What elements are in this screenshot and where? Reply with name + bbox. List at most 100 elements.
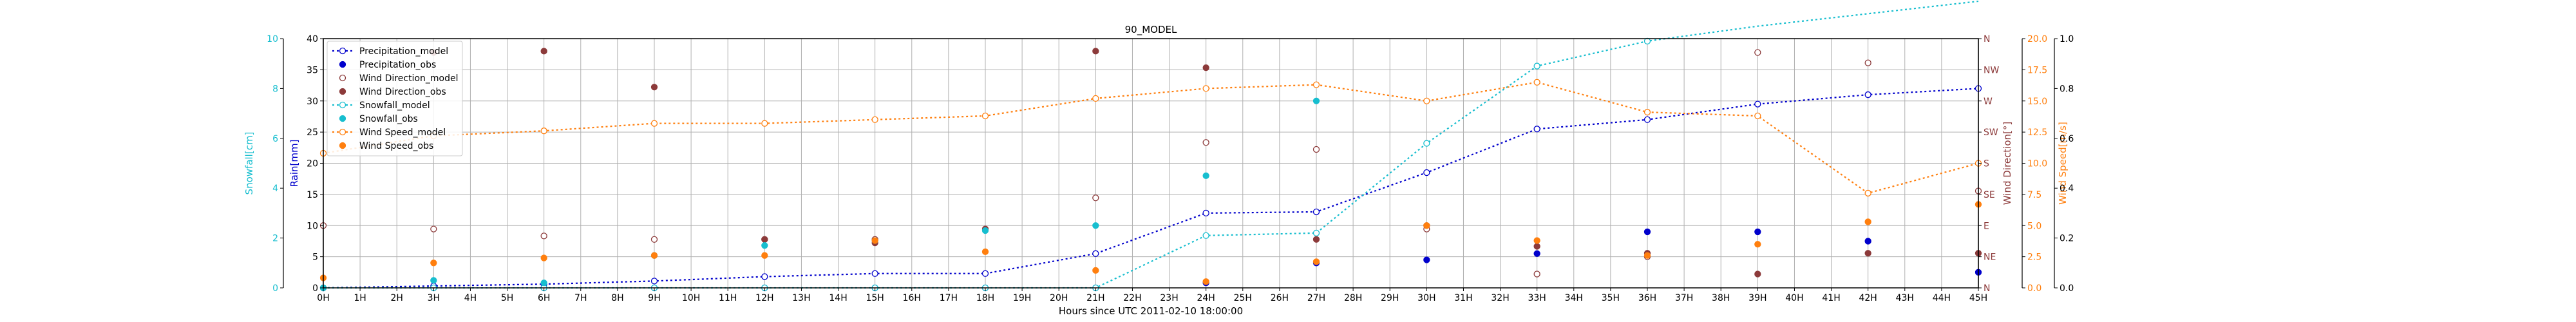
snow-tick-label: 8 <box>272 84 278 94</box>
wind-speed-obs-point <box>650 252 658 259</box>
precipitation-model-point <box>1202 209 1209 217</box>
rain-tick-label: 40 <box>307 34 318 44</box>
legend-marker <box>339 61 346 68</box>
direction-tick-label: NW <box>1984 65 1999 75</box>
legend-label: Precipitation_obs <box>359 60 436 70</box>
wind-speed-obs-point <box>1643 252 1651 259</box>
wind-direction-model-point <box>430 225 437 232</box>
wind-direction-obs-point <box>761 236 768 243</box>
precipitation-model-point <box>1533 126 1540 133</box>
snowfall-obs-point <box>540 279 547 287</box>
legend-item: Wind Direction_model <box>339 73 458 84</box>
wind-speed-obs-point <box>1864 218 1871 225</box>
x-tick-label: 2H <box>391 293 403 303</box>
wind-direction-model-point <box>1864 59 1871 66</box>
x-tick-label: 14H <box>829 293 847 303</box>
legend-item: Wind Speed_obs <box>339 141 433 151</box>
wind-speed-obs-point <box>1423 222 1430 229</box>
direction-tick-label: SW <box>1984 128 1998 138</box>
x-tick-label: 41H <box>1822 293 1840 303</box>
snow-tick-label: 0 <box>272 283 278 294</box>
legend-marker <box>339 115 346 122</box>
x-tick-label: 16H <box>903 293 921 303</box>
x-tick-label: 29H <box>1381 293 1399 303</box>
speed-tick-label: 15.0 <box>2027 97 2047 107</box>
wind-speed-obs-series <box>319 201 1982 285</box>
legend-box <box>327 41 463 156</box>
wind-speed-obs-point <box>761 252 768 259</box>
direction-tick-label: N <box>1984 34 1990 44</box>
wind-direction-model-point <box>1533 270 1540 278</box>
x-tick-label: 10H <box>682 293 700 303</box>
wind-direction-axis-label: Wind Direction[°] <box>2002 122 2013 205</box>
extra-tick-label: 1.0 <box>2060 34 2074 44</box>
legend-marker <box>339 88 346 95</box>
wind-speed-obs-point <box>871 237 878 244</box>
wind-direction-obs-point <box>1202 64 1209 71</box>
x-tick-label: 26H <box>1271 293 1289 303</box>
wind-speed-obs-point <box>1754 241 1761 248</box>
x-tick-label: 7H <box>574 293 587 303</box>
rain-tick-label: 25 <box>307 128 318 138</box>
legend-item: Precipitation_model <box>332 46 448 57</box>
speed-tick-label: 20.0 <box>2027 34 2047 44</box>
wind-speed-obs-point <box>1202 278 1209 285</box>
wind-direction-model-point <box>1312 146 1320 153</box>
speed-tick-label: 5.0 <box>2027 221 2041 231</box>
snowfall-axis-label: Snowfall[cm] <box>243 132 255 195</box>
wind-speed-model-point <box>1754 112 1761 120</box>
legend-marker <box>339 128 346 136</box>
snow-tick-label: 6 <box>272 134 278 144</box>
speed-tick-label: 7.5 <box>2027 190 2041 200</box>
wind-speed-model-point <box>981 112 989 120</box>
x-tick-label: 27H <box>1307 293 1325 303</box>
precipitation-model-point <box>1864 91 1871 99</box>
x-tick-label: 21H <box>1086 293 1104 303</box>
wind-direction-obs-point <box>650 84 658 91</box>
x-tick-label: 4H <box>464 293 477 303</box>
x-tick-label: 44H <box>1933 293 1951 303</box>
snow-tick-label: 2 <box>272 234 278 244</box>
extra-tick-label: 0.8 <box>2060 84 2074 94</box>
precipitation-obs-series <box>319 228 1982 292</box>
snowfall-model-point <box>1423 140 1430 147</box>
wind-direction-model-point <box>1754 49 1761 56</box>
wind-direction-obs-point <box>1092 48 1099 55</box>
precipitation-model-point <box>1312 208 1320 216</box>
wind-direction-model-point <box>650 236 658 243</box>
x-tick-label: 32H <box>1491 293 1509 303</box>
snowfall-obs-point <box>1202 172 1209 180</box>
legend-label: Wind Direction_obs <box>359 87 446 97</box>
snow-tick-label: 4 <box>272 184 278 194</box>
legend-label: Wind Direction_model <box>359 73 458 84</box>
x-tick-label: 39H <box>1748 293 1766 303</box>
wind-speed-obs-point <box>430 260 437 267</box>
legend-item: Snowfall_model <box>332 100 430 111</box>
extra-tick-label: 0.4 <box>2060 184 2074 194</box>
wind-direction-model-point <box>540 232 547 240</box>
legend-item: Wind Direction_obs <box>339 87 446 97</box>
x-tick-label: 5H <box>501 293 513 303</box>
direction-tick-label: W <box>1984 97 1993 107</box>
precipitation-model-point <box>1754 100 1761 108</box>
wind-speed-model-point <box>650 120 658 127</box>
wind-speed-model-point <box>1202 85 1209 92</box>
x-tick-label: 11H <box>719 293 737 303</box>
wind-direction-obs-point <box>1864 250 1871 257</box>
precipitation-model-series <box>319 85 1982 292</box>
precipitation-model-point <box>650 278 658 285</box>
extra-tick-label: 0.6 <box>2060 134 2074 144</box>
wind-direction-model-point <box>1202 139 1209 146</box>
x-tick-label: 43H <box>1896 293 1914 303</box>
x-tick-label: 38H <box>1712 293 1730 303</box>
wind-speed-model-point <box>1312 81 1320 88</box>
legend-label: Snowfall_obs <box>359 114 418 124</box>
speed-tick-label: 12.5 <box>2027 128 2047 138</box>
wind-speed-axis-label: Wind Speed[m/s] <box>2057 122 2069 205</box>
x-tick-label: 18H <box>976 293 994 303</box>
wind-speed-obs-point <box>540 254 547 261</box>
wind-speed-obs-point <box>981 248 989 256</box>
rain-tick-label: 5 <box>312 252 318 263</box>
x-tick-label: 45H <box>1969 293 1987 303</box>
